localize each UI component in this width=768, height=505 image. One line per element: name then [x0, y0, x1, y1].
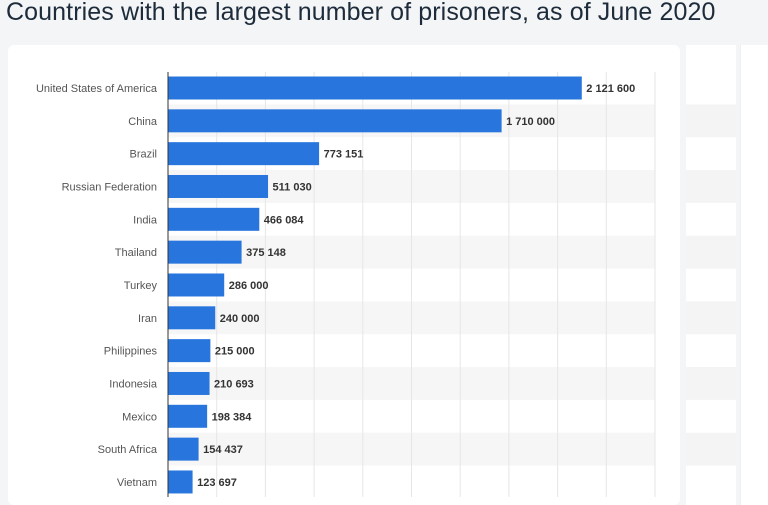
bar	[168, 76, 582, 100]
bar	[168, 371, 210, 395]
category-label: Mexico	[122, 411, 157, 423]
value-label: 466 084	[264, 214, 305, 226]
side-row-stripe	[686, 170, 736, 203]
category-label: China	[128, 116, 158, 128]
category-label: Philippines	[104, 346, 158, 358]
value-label: 773 151	[324, 149, 364, 161]
side-panel-edge	[740, 45, 768, 505]
value-label: 286 000	[229, 280, 269, 292]
category-label: India	[133, 214, 158, 226]
value-label: 2 121 600	[586, 83, 635, 95]
side-row-stripe	[686, 301, 736, 335]
bar	[168, 404, 208, 428]
side-row-stripe	[686, 235, 736, 269]
value-label: 154 437	[203, 444, 243, 456]
bar	[168, 174, 269, 198]
bar	[168, 306, 216, 330]
value-label: 215 000	[215, 346, 255, 358]
side-row-stripe	[686, 432, 736, 466]
category-label: South Africa	[98, 444, 158, 456]
bar	[168, 470, 193, 494]
bar	[168, 273, 225, 297]
bar	[168, 339, 211, 363]
category-label: United States of America	[36, 83, 158, 95]
bar	[168, 437, 199, 461]
category-label: Vietnam	[117, 477, 157, 489]
bar	[168, 109, 502, 133]
value-label: 375 148	[246, 247, 286, 259]
category-label: Indonesia	[109, 378, 158, 390]
category-label: Brazil	[129, 149, 157, 161]
value-label: 123 697	[197, 477, 237, 489]
category-label: Iran	[138, 313, 157, 325]
value-label: 511 030	[273, 181, 312, 193]
value-label: 240 000	[220, 313, 260, 325]
value-label: 198 384	[212, 411, 253, 423]
side-row-stripe	[686, 104, 736, 138]
value-label: 210 693	[214, 378, 254, 390]
category-label: Thailand	[115, 247, 157, 259]
bar	[168, 207, 260, 231]
category-label: Russian Federation	[62, 181, 157, 193]
category-label: Turkey	[124, 280, 158, 292]
chart-title: Countries with the largest number of pri…	[6, 0, 716, 26]
bar	[168, 142, 320, 166]
bar	[168, 240, 242, 264]
value-label: 1 710 000	[506, 116, 555, 128]
side-row-stripe	[686, 367, 736, 400]
